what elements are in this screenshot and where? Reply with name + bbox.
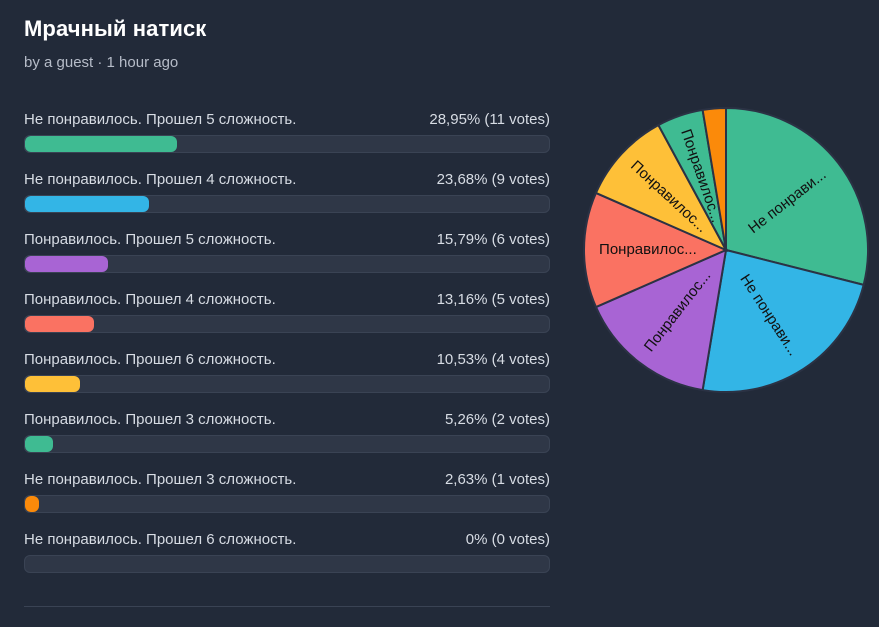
option-result: 5,26% (2 votes) xyxy=(444,410,550,428)
option-label: Не понравилось. Прошел 5 сложность. xyxy=(24,110,297,128)
option-bar-fill xyxy=(25,256,108,272)
option-bar-track xyxy=(24,195,550,213)
option-result: 23,68% (9 votes) xyxy=(436,170,550,188)
option-result: 2,63% (1 votes) xyxy=(444,470,550,488)
poll-title: Мрачный натиск xyxy=(24,16,207,41)
option-bar-track xyxy=(24,255,550,273)
option-row: Не понравилось. Прошел 6 сложность. 0% (… xyxy=(24,528,550,588)
option-result: 13,16% (5 votes) xyxy=(436,290,550,308)
option-bar-fill xyxy=(25,196,150,212)
option-row: Не понравилось. Прошел 4 сложность. 23,6… xyxy=(24,168,550,228)
option-result: 15,79% (6 votes) xyxy=(436,230,550,248)
option-bar-track xyxy=(24,135,550,153)
option-bar-track xyxy=(24,315,550,333)
option-label: Понравилось. Прошел 6 сложность. xyxy=(24,350,276,368)
divider xyxy=(24,606,550,607)
options-list: Не понравилось. Прошел 5 сложность. 28,9… xyxy=(24,108,550,588)
option-bar-track xyxy=(24,555,550,573)
pie-slice xyxy=(725,106,869,287)
option-row: Не понравилось. Прошел 3 сложность. 2,63… xyxy=(24,468,550,528)
option-result: 28,95% (11 votes) xyxy=(429,110,550,128)
option-row: Понравилось. Прошел 3 сложность. 5,26% (… xyxy=(24,408,550,468)
option-bar-fill xyxy=(25,496,39,512)
option-label: Не понравилось. Прошел 3 сложность. xyxy=(24,470,297,488)
pie-slice xyxy=(583,191,729,309)
poll-subtitle: by a guest · 1 hour ago xyxy=(24,54,179,71)
pie-slice-label: Понравилос... xyxy=(599,241,697,258)
option-label: Не понравилось. Прошел 4 сложность. xyxy=(24,170,297,188)
option-row: Понравилось. Прошел 4 сложность. 13,16% … xyxy=(24,288,550,348)
option-bar-track xyxy=(24,495,550,513)
pie-slice xyxy=(594,123,729,253)
option-label: Понравилось. Прошел 4 сложность. xyxy=(24,290,276,308)
pie-chart: Не понрави... Не понрави... Понравилос... П… xyxy=(580,104,872,396)
option-row: Понравилось. Прошел 6 сложность. 10,53% … xyxy=(24,348,550,408)
option-bar-fill xyxy=(25,136,177,152)
option-result: 10,53% (4 votes) xyxy=(436,350,550,368)
option-bar-fill xyxy=(25,436,53,452)
option-result: 0% (0 votes) xyxy=(465,530,550,548)
option-bar-track xyxy=(24,435,550,453)
option-label: Понравилось. Прошел 5 сложность. xyxy=(24,230,276,248)
option-row: Понравилось. Прошел 5 сложность. 15,79% … xyxy=(24,228,550,288)
option-row: Не понравилось. Прошел 5 сложность. 28,9… xyxy=(24,108,550,168)
option-bar-fill xyxy=(25,316,94,332)
option-bar-track xyxy=(24,375,550,393)
option-label: Понравилось. Прошел 3 сложность. xyxy=(24,410,276,428)
pie-slice xyxy=(701,248,865,393)
option-label: Не понравилось. Прошел 6 сложность. xyxy=(24,530,297,548)
pie-chart-svg: Не понрави...Не понрави...Понравилос...П… xyxy=(583,106,869,393)
pie-slice xyxy=(701,106,727,251)
pie-slice xyxy=(594,248,728,392)
option-bar-fill xyxy=(25,376,81,392)
